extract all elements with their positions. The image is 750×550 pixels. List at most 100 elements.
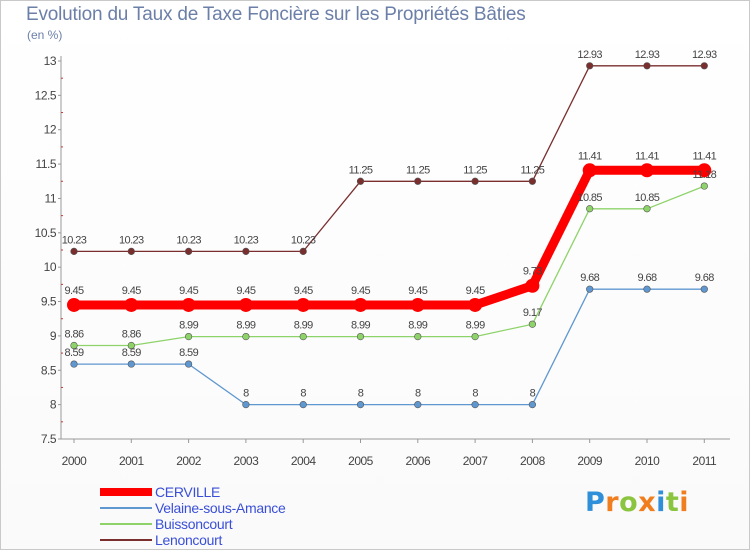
data-point (242, 332, 250, 341)
x-tick-label: 2007 (463, 454, 489, 468)
data-label: 10.23 (62, 234, 87, 246)
data-point (356, 332, 365, 341)
data-label: 10.85 (635, 192, 660, 204)
data-label: 12.93 (577, 49, 602, 61)
data-label: 8 (300, 388, 306, 400)
data-point (242, 401, 250, 409)
logo-letter: r (605, 487, 620, 518)
chart-title: Evolution du Taux de Taxe Foncière sur l… (26, 4, 526, 25)
legend-swatch-velaine (100, 507, 152, 509)
data-label: 10.23 (119, 234, 144, 246)
data-point (643, 205, 651, 213)
data-point (296, 297, 311, 312)
data-label: 9.45 (408, 285, 427, 297)
data-label: 8 (415, 388, 421, 400)
legend-label-buissoncourt: Buissoncourt (155, 516, 233, 532)
legend-label-velaine: Velaine-sous-Amance (155, 500, 286, 516)
y-tick-label: 8.5 (41, 363, 57, 377)
data-label: 11.25 (406, 164, 430, 176)
data-point (185, 360, 193, 368)
data-label: 8 (530, 388, 536, 400)
data-label: 11.18 (692, 169, 716, 181)
legend-label-lenoncourt: Lenoncourt (155, 532, 223, 548)
legend-label-cerville: CERVILLE (155, 484, 221, 500)
data-label: 9.68 (695, 272, 714, 284)
data-point (242, 247, 250, 255)
data-point (238, 297, 253, 312)
data-label: 8.99 (466, 320, 485, 332)
data-point (67, 297, 81, 312)
x-tick-label: 2003 (234, 454, 260, 468)
data-point (127, 360, 135, 368)
legend-item-buissoncourt: Buissoncourt (100, 516, 286, 532)
data-point (471, 401, 479, 409)
data-label: 9.45 (466, 285, 485, 297)
data-point (525, 278, 540, 293)
logo-letter: t (665, 487, 680, 518)
data-point (528, 320, 537, 328)
data-label: 9.73 (523, 266, 542, 278)
data-label: 9.45 (236, 285, 255, 297)
logo-letter: x (638, 487, 657, 518)
y-tick-label: 7.5 (41, 432, 57, 446)
y-tick-label: 12 (44, 123, 57, 137)
legend-item-cerville: CERVILLE (100, 484, 286, 500)
data-label: 8.99 (408, 320, 427, 332)
data-point (299, 332, 307, 341)
x-tick-label: 2004 (291, 454, 317, 468)
y-tick-label: 10.5 (35, 226, 57, 240)
data-label: 8.99 (294, 320, 313, 332)
y-tick-label: 12.5 (35, 88, 57, 102)
data-label: 12.93 (635, 49, 660, 61)
data-label: 8 (243, 388, 249, 400)
data-point (353, 297, 368, 312)
data-label: 8.59 (179, 347, 198, 359)
data-point (468, 297, 483, 312)
data-point (414, 332, 422, 341)
legend-item-velaine: Velaine-sous-Amance (100, 500, 286, 516)
data-label: 11.41 (635, 150, 659, 162)
y-tick-label: 11 (45, 191, 57, 205)
data-label: 8.99 (351, 320, 370, 332)
logo-letter: P (585, 487, 606, 518)
data-label: 11.25 (521, 164, 545, 176)
data-label: 9.68 (580, 272, 599, 284)
x-tick-label: 2011 (692, 454, 717, 468)
data-label: 8.59 (122, 347, 141, 359)
y-tick-label: 9.5 (41, 295, 57, 309)
data-label: 9.45 (122, 285, 141, 297)
data-point (185, 247, 193, 255)
data-point (643, 62, 651, 70)
data-point (124, 297, 139, 312)
series-line-velaine-sous-amance (73, 288, 705, 406)
data-point (582, 163, 597, 178)
data-point (414, 401, 422, 409)
y-tick-label: 8 (50, 398, 57, 412)
x-tick-label: 2000 (62, 454, 88, 468)
x-tick-label: 2002 (176, 454, 202, 468)
data-label: 8 (472, 388, 478, 400)
data-point (356, 177, 365, 185)
x-tick-label: 2008 (520, 454, 546, 468)
data-label: 11.25 (349, 164, 373, 176)
y-tick-label: 11.5 (36, 157, 57, 171)
logo-letter: i (679, 487, 690, 518)
data-point (586, 62, 594, 70)
data-point (586, 205, 594, 213)
data-label: 11.41 (692, 150, 716, 162)
data-point (528, 177, 537, 185)
proxiti-logo: Proxiti (585, 487, 689, 518)
legend-swatch-cerville (100, 488, 152, 496)
data-point (414, 177, 422, 185)
data-point (181, 297, 196, 312)
data-point (697, 163, 712, 178)
data-point (586, 285, 594, 293)
data-label: 12.93 (692, 49, 717, 61)
data-point (70, 247, 78, 255)
data-label: 8.59 (64, 347, 83, 359)
data-point (528, 401, 537, 409)
y-tick-label: 9 (50, 329, 57, 343)
x-tick-label: 2009 (577, 454, 603, 468)
data-label: 9.45 (64, 285, 83, 297)
